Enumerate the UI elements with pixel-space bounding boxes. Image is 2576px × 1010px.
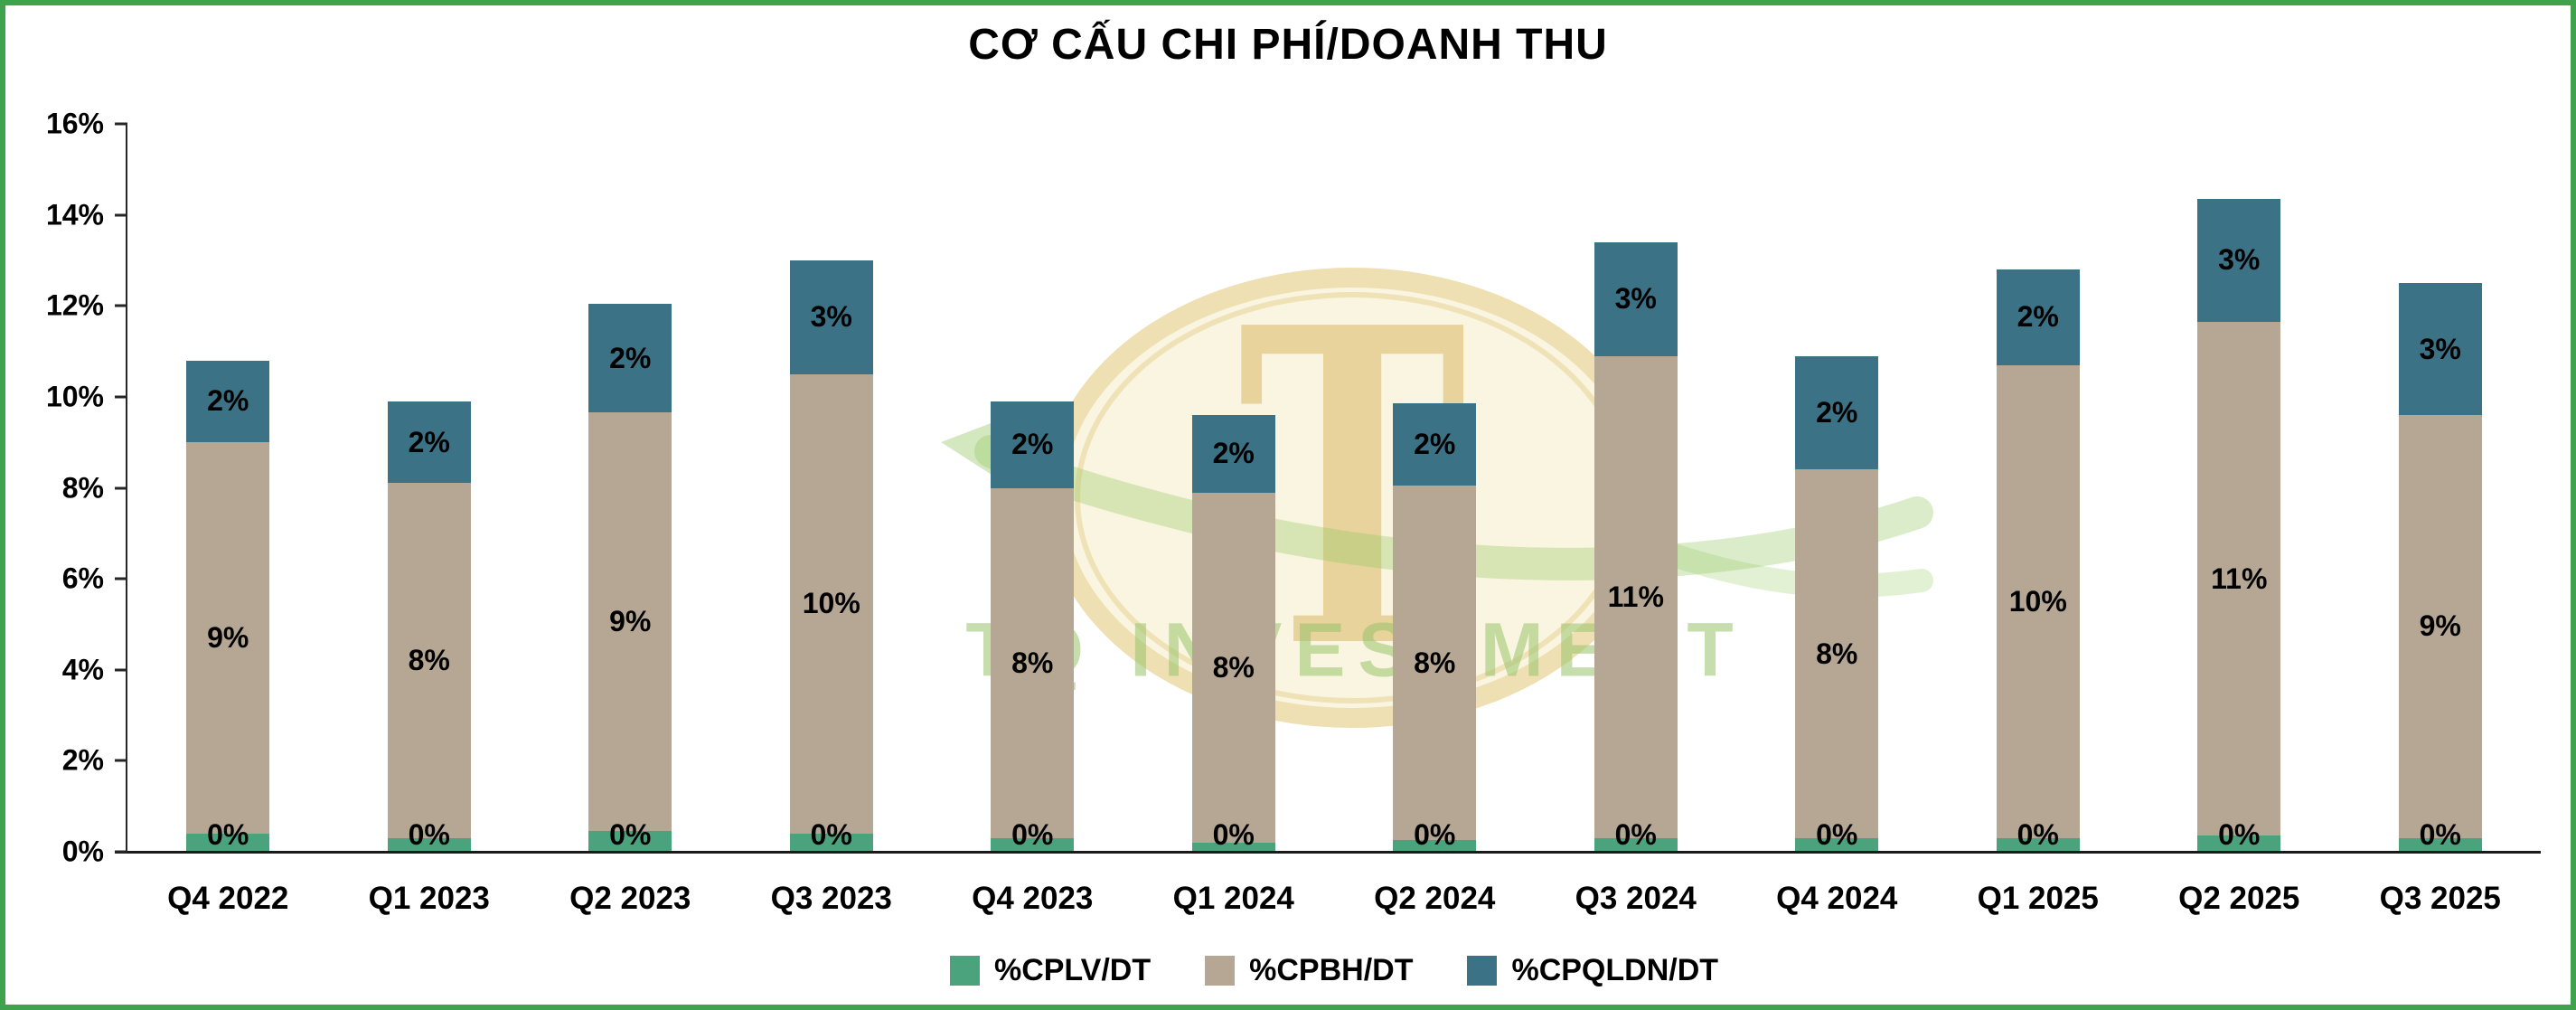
watermark-logo-inner-ring xyxy=(1075,292,1630,703)
bar-q4-2023: 0% 8% 2% xyxy=(991,124,1075,852)
bar-q4-2024: 0% 8% 2% xyxy=(1795,124,1879,852)
x-axis-label: Q4 2023 xyxy=(972,881,1094,916)
legend-item: %CPLV/DT xyxy=(949,953,1152,988)
x-axis-label: Q2 2025 xyxy=(2178,881,2300,916)
y-tick-label: 6% xyxy=(61,562,104,595)
legend-label: %CPLV/DT xyxy=(993,953,1152,987)
x-axis-label: Q4 2022 xyxy=(167,881,289,916)
watermark-logo-ring xyxy=(1044,268,1660,728)
segment-cplvdt xyxy=(2398,837,2482,852)
plot-area: T TQ INVESTMENT 0% 2% 4% 6% 8% 10% 12% 14% 16% 0%… xyxy=(46,108,2541,868)
y-tick-label: 12% xyxy=(45,288,104,322)
legend-label: %CPBH/DT xyxy=(1249,953,1414,987)
bar-q1-2025: 0% 10% 2% xyxy=(1996,124,2080,852)
bar-q2-2025: 0% 11% 3% xyxy=(2197,124,2281,852)
y-tick-mark xyxy=(115,213,127,217)
legend-item: %CPQLDN/DT xyxy=(1467,953,1718,988)
y-tick-label: 4% xyxy=(61,653,104,686)
segment-cplvdt xyxy=(789,833,873,852)
y-tick-label: 16% xyxy=(45,107,104,140)
segment-cpqldndt xyxy=(186,360,270,443)
watermark-swoosh-icon xyxy=(941,410,1933,598)
y-tick-label: 14% xyxy=(45,198,104,231)
y-tick-mark xyxy=(115,577,127,581)
bar-q3-2023: 0% 10% 3% xyxy=(789,124,873,852)
y-tick-label: 2% xyxy=(61,743,104,777)
x-axis-label: Q1 2023 xyxy=(368,881,490,916)
y-tick-label: 0% xyxy=(61,835,104,868)
legend-swatch xyxy=(1205,956,1236,986)
bar-q2-2024: 0% 8% 2% xyxy=(1393,124,1477,852)
segment-cpbhdt xyxy=(991,487,1075,838)
segment-cplvdt xyxy=(1996,837,2080,852)
segment-cplvdt xyxy=(2197,835,2281,852)
legend-label: %CPQLDN/DT xyxy=(1511,953,1719,987)
legend-swatch xyxy=(949,956,980,986)
bar-q3-2025: 0% 9% 3% xyxy=(2398,124,2482,852)
y-tick-label: 10% xyxy=(45,380,104,413)
x-axis-label: Q1 2025 xyxy=(1977,881,2099,916)
y-tick-mark xyxy=(115,122,127,126)
segment-cpbhdt xyxy=(2398,415,2482,838)
x-axis-label: Q3 2024 xyxy=(1575,881,1697,916)
segment-cpqldndt xyxy=(2398,283,2482,415)
segment-cpqldndt xyxy=(1393,403,1477,486)
segment-cplvdt xyxy=(1594,837,1678,852)
y-tick-mark xyxy=(115,395,127,399)
segment-cpbhdt xyxy=(1996,364,2080,838)
legend-swatch xyxy=(1467,956,1498,986)
segment-cpqldndt xyxy=(2197,199,2281,322)
y-tick-mark xyxy=(115,304,127,307)
segment-cpbhdt xyxy=(1795,469,1879,838)
segment-cpbhdt xyxy=(186,442,270,834)
x-axis-label: Q3 2025 xyxy=(2379,881,2501,916)
segment-cpqldndt xyxy=(789,260,873,374)
y-tick-label: 8% xyxy=(61,471,104,504)
x-axis-label: Q1 2024 xyxy=(1172,881,1294,916)
segment-cplvdt xyxy=(387,837,471,852)
segment-cpqldndt xyxy=(387,401,471,484)
segment-cpqldndt xyxy=(588,303,672,413)
bar-q1-2024: 0% 8% 2% xyxy=(1191,124,1275,852)
chart-title: CƠ CẤU CHI PHÍ/DOANH THU xyxy=(968,21,1608,69)
segment-cpbhdt xyxy=(1393,485,1477,841)
y-tick-mark xyxy=(115,486,127,489)
y-tick-mark xyxy=(115,668,127,672)
segment-cpbhdt xyxy=(387,483,471,838)
segment-cplvdt xyxy=(1191,842,1275,852)
bar-q1-2023: 0% 8% 2% xyxy=(387,124,471,852)
y-tick-mark xyxy=(115,759,127,762)
bar-q3-2024: 0% 11% 3% xyxy=(1594,124,1678,852)
segment-cpbhdt xyxy=(588,412,672,832)
y-tick-mark xyxy=(115,850,127,854)
segment-cpqldndt xyxy=(991,401,1075,488)
x-axis-label: Q4 2024 xyxy=(1776,881,1898,916)
segment-cpbhdt xyxy=(789,373,873,834)
x-axis-label: Q3 2023 xyxy=(770,881,892,916)
x-axis-line xyxy=(115,851,2541,854)
segment-cplvdt xyxy=(588,831,672,852)
segment-cpqldndt xyxy=(1795,355,1879,470)
legend-item: %CPBH/DT xyxy=(1205,953,1413,988)
legend: %CPLV/DT %CPBH/DT %CPQLDN/DT xyxy=(127,953,2541,988)
segment-cplvdt xyxy=(1795,837,1879,852)
segment-cpqldndt xyxy=(1996,269,2080,365)
segment-cpbhdt xyxy=(1191,492,1275,843)
segment-cpqldndt xyxy=(1191,415,1275,493)
segment-cpqldndt xyxy=(1594,241,1678,356)
bar-q4-2022: 0% 9% 2% xyxy=(186,124,270,852)
x-axis-label: Q2 2023 xyxy=(569,881,691,916)
x-axis-labels: Q4 2022 Q1 2023 Q2 2023 Q3 2023 Q4 2023 Q1 20… xyxy=(127,881,2541,924)
segment-cplvdt xyxy=(1393,840,1477,852)
bar-q2-2023: 0% 9% 2% xyxy=(588,124,672,852)
segment-cplvdt xyxy=(991,837,1075,852)
x-axis-label: Q2 2024 xyxy=(1374,881,1496,916)
watermark: T TQ INVESTMENT xyxy=(127,124,2541,852)
segment-cpbhdt xyxy=(1594,355,1678,838)
segment-cpbhdt xyxy=(2197,321,2281,836)
segment-cplvdt xyxy=(186,833,270,852)
